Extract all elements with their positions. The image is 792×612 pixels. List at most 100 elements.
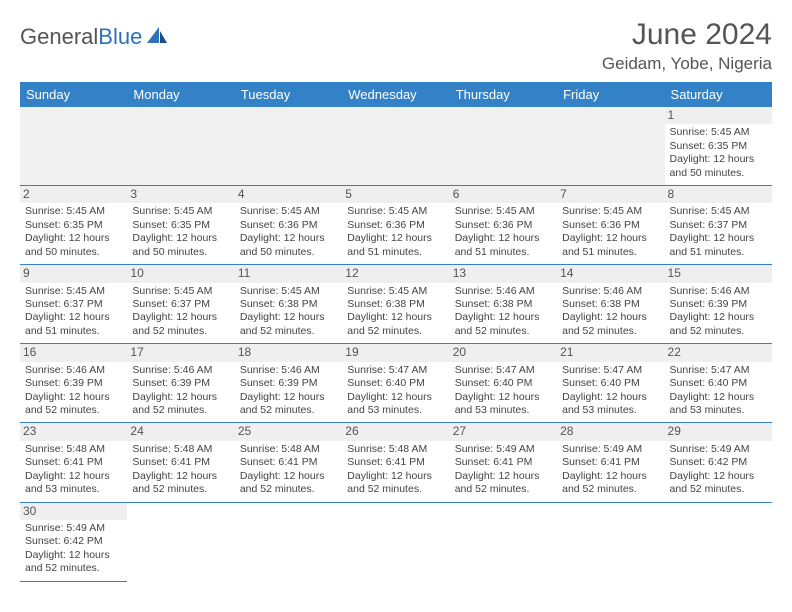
empty-cell <box>665 502 772 581</box>
day-cell: 16Sunrise: 5:46 AMSunset: 6:39 PMDayligh… <box>20 344 127 423</box>
day-cell: 30Sunrise: 5:49 AMSunset: 6:42 PMDayligh… <box>20 502 127 581</box>
daylight-line: Daylight: 12 hours <box>347 311 444 324</box>
day-cell: 9Sunrise: 5:45 AMSunset: 6:37 PMDaylight… <box>20 265 127 344</box>
day-number: 11 <box>235 265 342 282</box>
calendar-table: SundayMondayTuesdayWednesdayThursdayFrid… <box>20 82 772 582</box>
sunset-line: Sunset: 6:39 PM <box>670 298 767 311</box>
empty-cell <box>557 107 664 186</box>
day-number: 7 <box>557 186 664 203</box>
sunrise-line: Sunrise: 5:47 AM <box>455 364 552 377</box>
daylight-line: Daylight: 12 hours <box>132 470 229 483</box>
sunrise-line: Sunrise: 5:45 AM <box>25 285 122 298</box>
day-number: 18 <box>235 344 342 361</box>
day-number: 13 <box>450 265 557 282</box>
daylight-line: and 52 minutes. <box>670 325 767 338</box>
sunrise-line: Sunrise: 5:45 AM <box>562 205 659 218</box>
day-number: 10 <box>127 265 234 282</box>
day-cell: 26Sunrise: 5:48 AMSunset: 6:41 PMDayligh… <box>342 423 449 502</box>
empty-cell <box>557 502 664 581</box>
day-header: Tuesday <box>235 82 342 107</box>
sunrise-line: Sunrise: 5:45 AM <box>347 285 444 298</box>
sunset-line: Sunset: 6:39 PM <box>25 377 122 390</box>
day-number: 29 <box>665 423 772 440</box>
daylight-line: and 51 minutes. <box>562 246 659 259</box>
daylight-line: and 52 minutes. <box>25 404 122 417</box>
day-number: 19 <box>342 344 449 361</box>
daylight-line: and 50 minutes. <box>25 246 122 259</box>
day-number: 17 <box>127 344 234 361</box>
day-cell: 20Sunrise: 5:47 AMSunset: 6:40 PMDayligh… <box>450 344 557 423</box>
daylight-line: and 52 minutes. <box>240 404 337 417</box>
day-cell: 8Sunrise: 5:45 AMSunset: 6:37 PMDaylight… <box>665 186 772 265</box>
daylight-line: and 53 minutes. <box>670 404 767 417</box>
daylight-line: and 52 minutes. <box>347 325 444 338</box>
day-cell: 1Sunrise: 5:45 AMSunset: 6:35 PMDaylight… <box>665 107 772 186</box>
sunset-line: Sunset: 6:41 PM <box>132 456 229 469</box>
day-cell: 3Sunrise: 5:45 AMSunset: 6:35 PMDaylight… <box>127 186 234 265</box>
sunrise-line: Sunrise: 5:45 AM <box>347 205 444 218</box>
daylight-line: Daylight: 12 hours <box>25 470 122 483</box>
day-number: 4 <box>235 186 342 203</box>
daylight-line: and 53 minutes. <box>455 404 552 417</box>
sunrise-line: Sunrise: 5:46 AM <box>562 285 659 298</box>
sunrise-line: Sunrise: 5:45 AM <box>240 285 337 298</box>
sunrise-line: Sunrise: 5:46 AM <box>455 285 552 298</box>
daylight-line: Daylight: 12 hours <box>670 232 767 245</box>
sunset-line: Sunset: 6:38 PM <box>240 298 337 311</box>
day-header: Wednesday <box>342 82 449 107</box>
daylight-line: Daylight: 12 hours <box>132 391 229 404</box>
sunset-line: Sunset: 6:41 PM <box>240 456 337 469</box>
day-cell: 12Sunrise: 5:45 AMSunset: 6:38 PMDayligh… <box>342 265 449 344</box>
sunset-line: Sunset: 6:40 PM <box>670 377 767 390</box>
daylight-line: and 52 minutes. <box>25 562 122 575</box>
empty-cell <box>235 502 342 581</box>
sunrise-line: Sunrise: 5:45 AM <box>132 285 229 298</box>
daylight-line: and 53 minutes. <box>25 483 122 496</box>
sunrise-line: Sunrise: 5:46 AM <box>670 285 767 298</box>
daylight-line: and 52 minutes. <box>562 325 659 338</box>
day-header: Friday <box>557 82 664 107</box>
sunrise-line: Sunrise: 5:48 AM <box>132 443 229 456</box>
sunrise-line: Sunrise: 5:46 AM <box>132 364 229 377</box>
daylight-line: and 52 minutes. <box>455 325 552 338</box>
empty-cell <box>127 502 234 581</box>
day-cell: 25Sunrise: 5:48 AMSunset: 6:41 PMDayligh… <box>235 423 342 502</box>
daylight-line: Daylight: 12 hours <box>455 311 552 324</box>
day-number: 9 <box>20 265 127 282</box>
sunset-line: Sunset: 6:41 PM <box>25 456 122 469</box>
sunrise-line: Sunrise: 5:45 AM <box>670 205 767 218</box>
day-cell: 17Sunrise: 5:46 AMSunset: 6:39 PMDayligh… <box>127 344 234 423</box>
daylight-line: and 50 minutes. <box>240 246 337 259</box>
sunset-line: Sunset: 6:41 PM <box>562 456 659 469</box>
calendar-head: SundayMondayTuesdayWednesdayThursdayFrid… <box>20 82 772 107</box>
sunrise-line: Sunrise: 5:45 AM <box>240 205 337 218</box>
sunset-line: Sunset: 6:40 PM <box>347 377 444 390</box>
sunset-line: Sunset: 6:41 PM <box>455 456 552 469</box>
day-number: 5 <box>342 186 449 203</box>
sunrise-line: Sunrise: 5:49 AM <box>455 443 552 456</box>
sunset-line: Sunset: 6:39 PM <box>240 377 337 390</box>
day-number: 6 <box>450 186 557 203</box>
daylight-line: Daylight: 12 hours <box>132 311 229 324</box>
day-number: 21 <box>557 344 664 361</box>
daylight-line: and 52 minutes. <box>347 483 444 496</box>
sunrise-line: Sunrise: 5:48 AM <box>347 443 444 456</box>
daylight-line: and 52 minutes. <box>455 483 552 496</box>
daylight-line: Daylight: 12 hours <box>347 470 444 483</box>
daylight-line: and 52 minutes. <box>562 483 659 496</box>
sunrise-line: Sunrise: 5:49 AM <box>25 522 122 535</box>
sunset-line: Sunset: 6:35 PM <box>25 219 122 232</box>
daylight-line: Daylight: 12 hours <box>562 391 659 404</box>
day-cell: 15Sunrise: 5:46 AMSunset: 6:39 PMDayligh… <box>665 265 772 344</box>
daylight-line: and 50 minutes. <box>132 246 229 259</box>
day-cell: 23Sunrise: 5:48 AMSunset: 6:41 PMDayligh… <box>20 423 127 502</box>
daylight-line: Daylight: 12 hours <box>240 232 337 245</box>
sunrise-line: Sunrise: 5:46 AM <box>240 364 337 377</box>
sunset-line: Sunset: 6:36 PM <box>240 219 337 232</box>
day-cell: 21Sunrise: 5:47 AMSunset: 6:40 PMDayligh… <box>557 344 664 423</box>
day-header: Monday <box>127 82 234 107</box>
daylight-line: and 52 minutes. <box>240 325 337 338</box>
sunset-line: Sunset: 6:36 PM <box>455 219 552 232</box>
sunrise-line: Sunrise: 5:47 AM <box>670 364 767 377</box>
daylight-line: and 53 minutes. <box>347 404 444 417</box>
